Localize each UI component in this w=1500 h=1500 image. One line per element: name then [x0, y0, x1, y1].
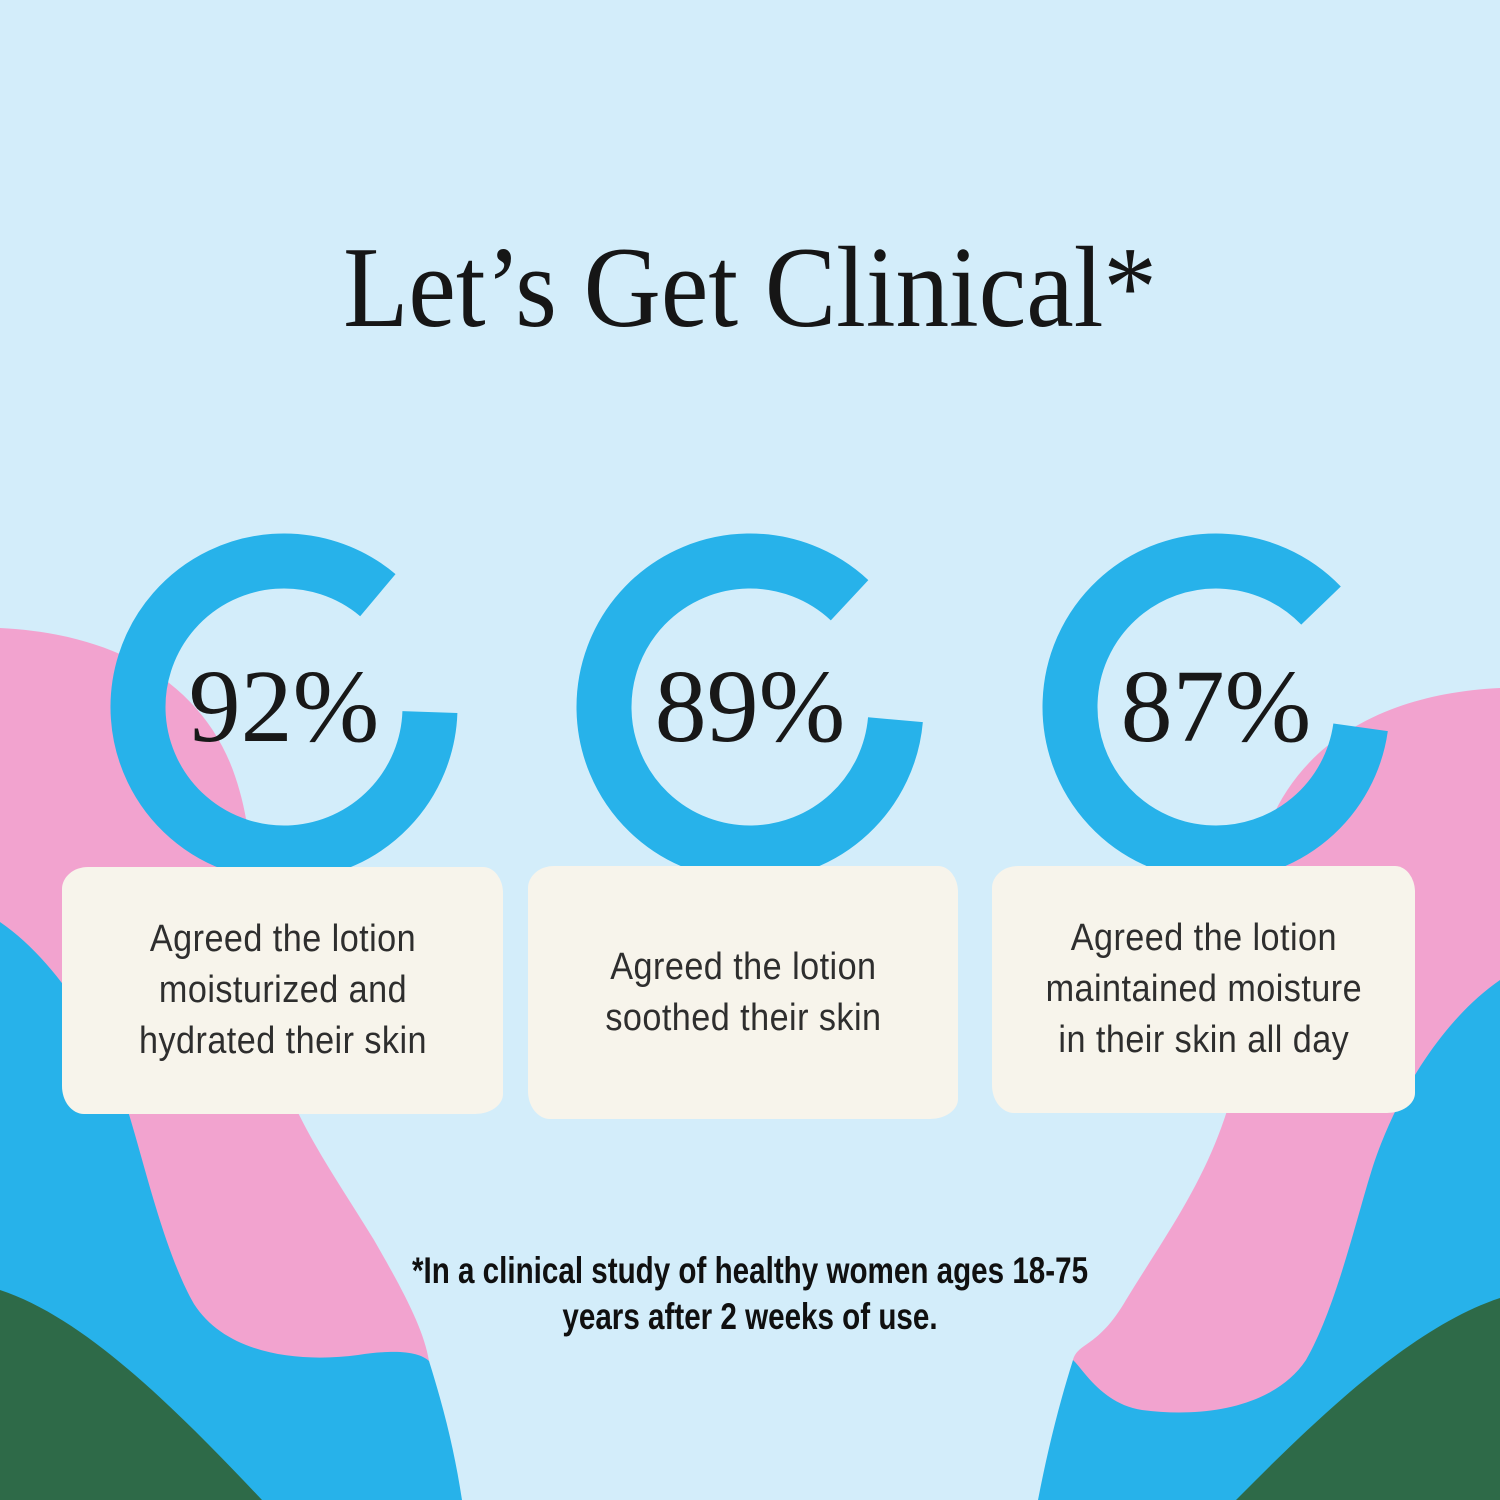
ring-arc-icon: [576, 533, 924, 881]
ring-arc: [1042, 533, 1390, 881]
stat-caption: Agreed the lotion moisturized and hydrat…: [138, 918, 427, 1062]
ring-arc: [576, 533, 924, 881]
footnote-line-1: *In a clinical study of healthy women ag…: [411, 1250, 1089, 1291]
stat-percent: 87%: [1120, 649, 1312, 764]
stat-percent: 92%: [188, 649, 380, 764]
progress-ring-92: [92, 515, 476, 899]
stat-card: Agreed the lotion soothed their skin: [528, 866, 958, 1119]
green-corner-left: [0, 1290, 262, 1500]
stat-caption: Agreed the lotion maintained moisture in…: [1045, 917, 1362, 1061]
ring-arc: [110, 533, 458, 881]
progress-ring-87: [1030, 521, 1402, 893]
stat-card: Agreed the lotion moisturized and hydrat…: [62, 867, 503, 1114]
ring-arc-icon: [1042, 533, 1390, 881]
ring-arc-icon: [110, 533, 458, 881]
blue-wave-left: [0, 922, 462, 1500]
footnote: *In a clinical study of healthy women ag…: [150, 1248, 1350, 1340]
green-corner-right: [1236, 1298, 1500, 1500]
footnote-line-2: years after 2 weeks of use.: [562, 1296, 938, 1337]
stat-caption: Agreed the lotion soothed their skin: [604, 945, 882, 1039]
page-title: Let’s Get Clinical*: [343, 224, 1157, 351]
progress-ring-89: [567, 524, 933, 890]
stat-card: Agreed the lotion maintained moisture in…: [992, 866, 1415, 1113]
stat-percent: 89%: [654, 649, 846, 764]
